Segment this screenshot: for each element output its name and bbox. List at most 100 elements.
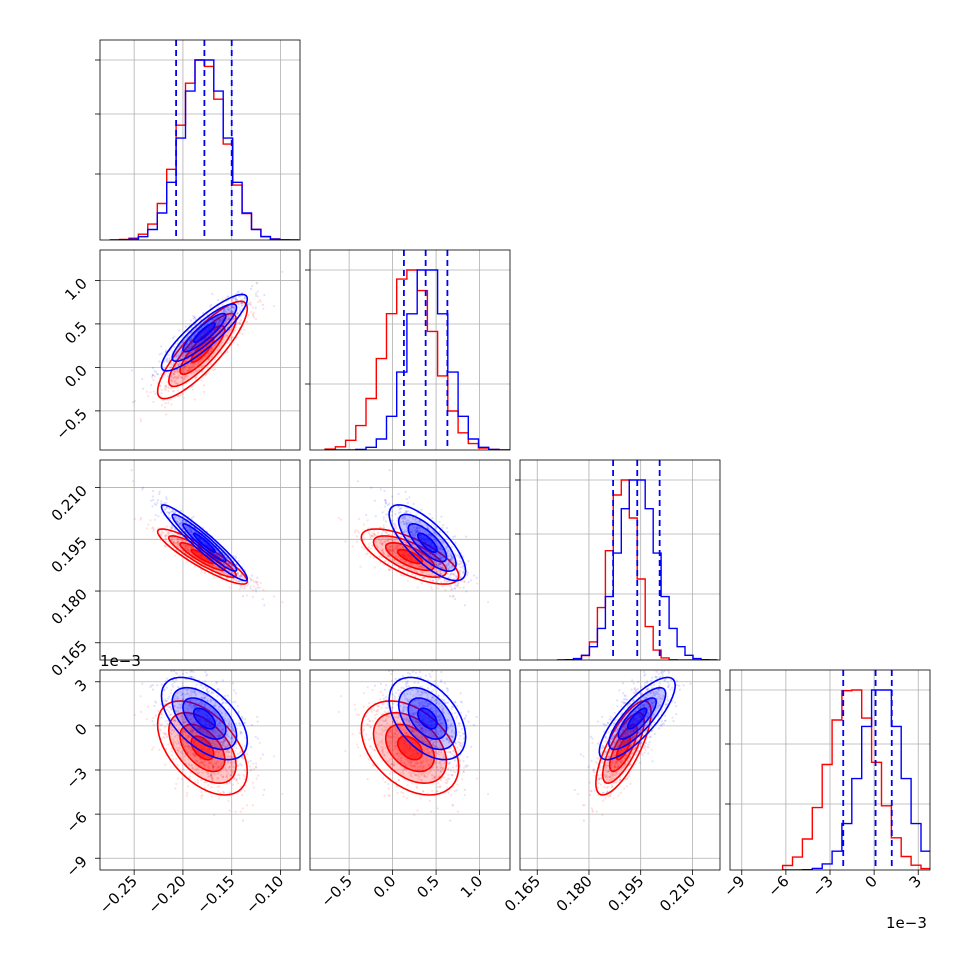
scatter-point: [166, 375, 170, 378]
scatter-point: [210, 776, 213, 779]
scatter-point: [181, 341, 184, 344]
scatter-point: [392, 525, 395, 528]
scatter-point: [449, 572, 453, 576]
scatter-point: [462, 555, 465, 558]
scatter-point: [447, 576, 450, 579]
scatter-point: [228, 341, 231, 344]
scatter-point: [210, 729, 213, 732]
scatter-point: [170, 537, 173, 541]
scatter-point: [251, 804, 254, 807]
scatter-point: [189, 345, 192, 349]
scatter-point: [153, 700, 157, 703]
scatter-point: [401, 546, 405, 549]
scatter-point: [192, 547, 195, 550]
scatter-point: [191, 546, 194, 549]
scatter-point: [181, 367, 184, 371]
scatter-point: [431, 574, 434, 577]
scatter-point: [151, 495, 155, 498]
scatter-point: [222, 309, 226, 312]
scatter-point: [190, 727, 193, 731]
scatter-point: [169, 525, 172, 528]
scatter-point: [200, 794, 203, 797]
scatter-point: [254, 590, 258, 593]
scatter-point: [475, 576, 478, 579]
scatter-point: [435, 563, 438, 566]
scatter-point: [437, 577, 440, 580]
scatter-point: [258, 586, 261, 589]
scatter-point: [252, 580, 256, 584]
scatter-point: [255, 281, 258, 284]
scatter-point: [181, 539, 184, 542]
scatter-point: [435, 570, 438, 573]
scatter-point: [400, 535, 403, 539]
scatter-point: [177, 374, 180, 377]
scatter-point: [410, 568, 413, 572]
scatter-point: [228, 308, 231, 312]
scatter-point: [240, 574, 243, 577]
scatter-point: [394, 546, 397, 549]
scatter-point: [204, 374, 207, 377]
scatter-point: [389, 548, 392, 551]
scatter-point: [380, 539, 383, 542]
scatter-point: [458, 563, 461, 566]
scatter-point: [217, 766, 220, 769]
scatter-point: [236, 759, 239, 762]
scatter-point: [367, 531, 371, 535]
scatter-point: [170, 532, 173, 535]
scatter-point: [163, 508, 166, 511]
scatter-point: [229, 765, 232, 768]
scatter-point: [189, 529, 192, 532]
scatter-point: [175, 378, 178, 381]
scatter-point: [404, 520, 408, 523]
scatter-point: [235, 779, 238, 782]
scatter-point: [165, 699, 168, 703]
scatter-point: [217, 574, 221, 577]
scatter-point: [447, 563, 451, 566]
scatter-point: [418, 529, 422, 532]
scatter-point: [179, 522, 182, 525]
scatter-point: [402, 520, 405, 523]
scatter-point: [414, 530, 418, 534]
scatter-point: [195, 759, 198, 763]
scatter-point: [184, 544, 188, 548]
scatter-point: [229, 768, 233, 771]
scatter-point: [393, 545, 396, 548]
scatter-point: [237, 782, 240, 785]
scatter-point: [406, 567, 409, 570]
scatter-point: [187, 736, 191, 739]
scatter-point: [212, 765, 215, 768]
scatter-point: [166, 511, 169, 514]
scatter-point: [255, 762, 258, 765]
scatter-point: [393, 547, 396, 551]
scatter-point: [387, 546, 391, 549]
scatter-point: [197, 762, 201, 765]
scatter-point: [169, 732, 172, 735]
scatter-point: [169, 397, 172, 401]
scatter-point: [177, 541, 180, 544]
scatter-point: [174, 370, 177, 373]
scatter-point: [170, 403, 173, 406]
scatter-point: [151, 374, 155, 377]
scatter-point: [193, 755, 196, 758]
scatter-point: [249, 303, 252, 307]
scatter-point: [234, 296, 237, 299]
scatter-point: [201, 761, 204, 764]
scatter-point: [169, 516, 172, 519]
scatter-point: [337, 516, 340, 520]
scatter-point: [216, 785, 219, 788]
density-contour: [160, 504, 249, 582]
scatter-point: [216, 323, 219, 327]
scatter-point: [218, 785, 221, 788]
scatter-point: [395, 543, 398, 547]
scatter-point: [160, 388, 163, 391]
scatter-point: [445, 526, 449, 530]
scatter-point: [230, 770, 234, 773]
scatter-point: [223, 322, 226, 325]
scatter-point: [154, 392, 157, 395]
scatter-point: [411, 573, 414, 576]
scatter-point: [417, 526, 421, 530]
scatter-point: [415, 531, 418, 535]
scatter-point: [153, 369, 156, 372]
scatter-point: [186, 737, 189, 740]
scatter-point: [181, 377, 184, 380]
